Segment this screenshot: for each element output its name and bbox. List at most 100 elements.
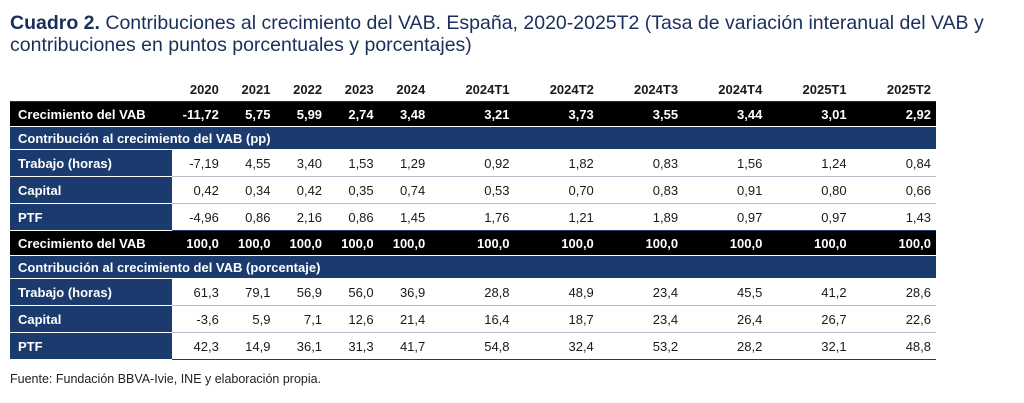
column-header: 2024T3 <box>598 78 684 102</box>
table-row: PTF 42,3 14,9 36,1 31,3 41,7 54,8 32,4 5… <box>10 332 936 360</box>
table-cell: 0,86 <box>327 203 379 231</box>
table-cell: 3,40 <box>275 149 328 177</box>
table-cell: 23,4 <box>598 278 684 306</box>
table-cell: 100,0 <box>598 230 684 256</box>
table-cell: 0,84 <box>851 149 936 177</box>
column-header: 2020 <box>172 78 224 102</box>
column-header: 2024 <box>378 78 431 102</box>
table-cell: 0,66 <box>851 176 936 204</box>
table-cell: 0,42 <box>172 176 224 204</box>
data-table: 2020 2021 2022 2023 2024 2024T1 2024T2 2… <box>10 78 936 360</box>
table-cell: 3,44 <box>683 101 768 127</box>
table-cell: 100,0 <box>327 230 379 256</box>
table-cell: 7,1 <box>275 305 328 333</box>
table-cell: 1,45 <box>378 203 431 231</box>
table-cell: 48,9 <box>514 278 599 306</box>
table-cell: 61,3 <box>172 278 224 306</box>
table-cell: -4,96 <box>172 203 224 231</box>
column-header: 2025T2 <box>851 78 936 102</box>
table-cell: 48,8 <box>851 332 936 360</box>
table-cell: 3,73 <box>514 101 599 127</box>
table-cell: 1,76 <box>430 203 515 231</box>
table-cell: 0,97 <box>683 203 768 231</box>
table-cell: 0,80 <box>767 176 852 204</box>
table-cell: 1,29 <box>378 149 431 177</box>
table-cell: 100,0 <box>172 230 224 256</box>
table-row: Capital -3,6 5,9 7,1 12,6 21,4 16,4 18,7… <box>10 305 936 333</box>
table-cell: 12,6 <box>327 305 379 333</box>
table-cell: 28,8 <box>430 278 515 306</box>
row-label: PTF <box>10 203 173 231</box>
table-cell: 42,3 <box>172 332 224 360</box>
table-cell: 2,16 <box>275 203 328 231</box>
column-header: 2024T4 <box>683 78 768 102</box>
header-corner <box>10 78 173 102</box>
table-cell: 100,0 <box>767 230 852 256</box>
table-cell: 100,0 <box>514 230 599 256</box>
column-header: 2023 <box>327 78 379 102</box>
column-header: 2024T2 <box>514 78 599 102</box>
table-cell: 32,4 <box>514 332 599 360</box>
column-header: 2022 <box>275 78 328 102</box>
table-cell: 16,4 <box>430 305 515 333</box>
table-cell: 100,0 <box>378 230 431 256</box>
row-label: Crecimiento del VAB <box>10 101 173 127</box>
table-row: Trabajo (horas) 61,3 79,1 56,9 56,0 36,9… <box>10 278 936 306</box>
table-cell: 5,75 <box>223 101 276 127</box>
table-cell: -7,19 <box>172 149 224 177</box>
table-cell: 0,91 <box>683 176 768 204</box>
column-header: 2024T1 <box>430 78 515 102</box>
column-header: 2021 <box>223 78 276 102</box>
table-cell: 23,4 <box>598 305 684 333</box>
table-cell: -11,72 <box>172 101 224 127</box>
table-cell: 1,82 <box>514 149 599 177</box>
table-row: PTF -4,96 0,86 2,16 0,86 1,45 1,76 1,21 … <box>10 203 936 231</box>
table-cell: 3,48 <box>378 101 431 127</box>
table-cell: 0,53 <box>430 176 515 204</box>
section-header-percent: Contribución al crecimiento del VAB (por… <box>10 255 936 279</box>
table-cell: 0,92 <box>430 149 515 177</box>
table-cell: 0,70 <box>514 176 599 204</box>
table-cell: 36,9 <box>378 278 431 306</box>
table-cell: 3,55 <box>598 101 684 127</box>
table-row: Capital 0,42 0,34 0,42 0,35 0,74 0,53 0,… <box>10 176 936 204</box>
table-cell: 53,2 <box>598 332 684 360</box>
table-cell: 0,83 <box>598 149 684 177</box>
section-header-pp: Contribución al crecimiento del VAB (pp) <box>10 126 936 150</box>
row-label: Trabajo (horas) <box>10 149 173 177</box>
table-cell: 1,53 <box>327 149 379 177</box>
table-cell: 41,2 <box>767 278 852 306</box>
column-header: 2025T1 <box>767 78 852 102</box>
table-caption: Contribuciones al crecimiento del VAB. E… <box>10 12 984 56</box>
table-cell: 4,55 <box>223 149 276 177</box>
table-cell: 0,34 <box>223 176 276 204</box>
row-label: Trabajo (horas) <box>10 278 173 306</box>
table-cell: 100,0 <box>851 230 936 256</box>
table-cell: 0,97 <box>767 203 852 231</box>
table-cell: 0,74 <box>378 176 431 204</box>
table-cell: 100,0 <box>223 230 276 256</box>
table-cell: 18,7 <box>514 305 599 333</box>
table-cell: 1,56 <box>683 149 768 177</box>
table-cell: 3,21 <box>430 101 515 127</box>
row-label: Crecimiento del VAB <box>10 230 173 256</box>
table-cell: 54,8 <box>430 332 515 360</box>
table-cell: 1,24 <box>767 149 852 177</box>
table-cell: 14,9 <box>223 332 276 360</box>
table-cell: 31,3 <box>327 332 379 360</box>
table-cell: 0,86 <box>223 203 276 231</box>
table-cell: 3,01 <box>767 101 852 127</box>
table-cell: 28,6 <box>851 278 936 306</box>
table-title: Cuadro 2. Contribuciones al crecimiento … <box>10 12 1010 56</box>
header-row: 2020 2021 2022 2023 2024 2024T1 2024T2 2… <box>10 78 936 102</box>
row-label: Capital <box>10 305 173 333</box>
table-cell: 100,0 <box>430 230 515 256</box>
table-cell: 22,6 <box>851 305 936 333</box>
table-number: Cuadro 2. <box>10 12 100 34</box>
table-cell: 0,35 <box>327 176 379 204</box>
table-cell: 26,7 <box>767 305 852 333</box>
table-cell: 45,5 <box>683 278 768 306</box>
growth-row-percent: Crecimiento del VAB 100,0 100,0 100,0 10… <box>10 230 936 256</box>
table-row: Trabajo (horas) -7,19 4,55 3,40 1,53 1,2… <box>10 149 936 177</box>
growth-row-rate: Crecimiento del VAB -11,72 5,75 5,99 2,7… <box>10 101 936 127</box>
